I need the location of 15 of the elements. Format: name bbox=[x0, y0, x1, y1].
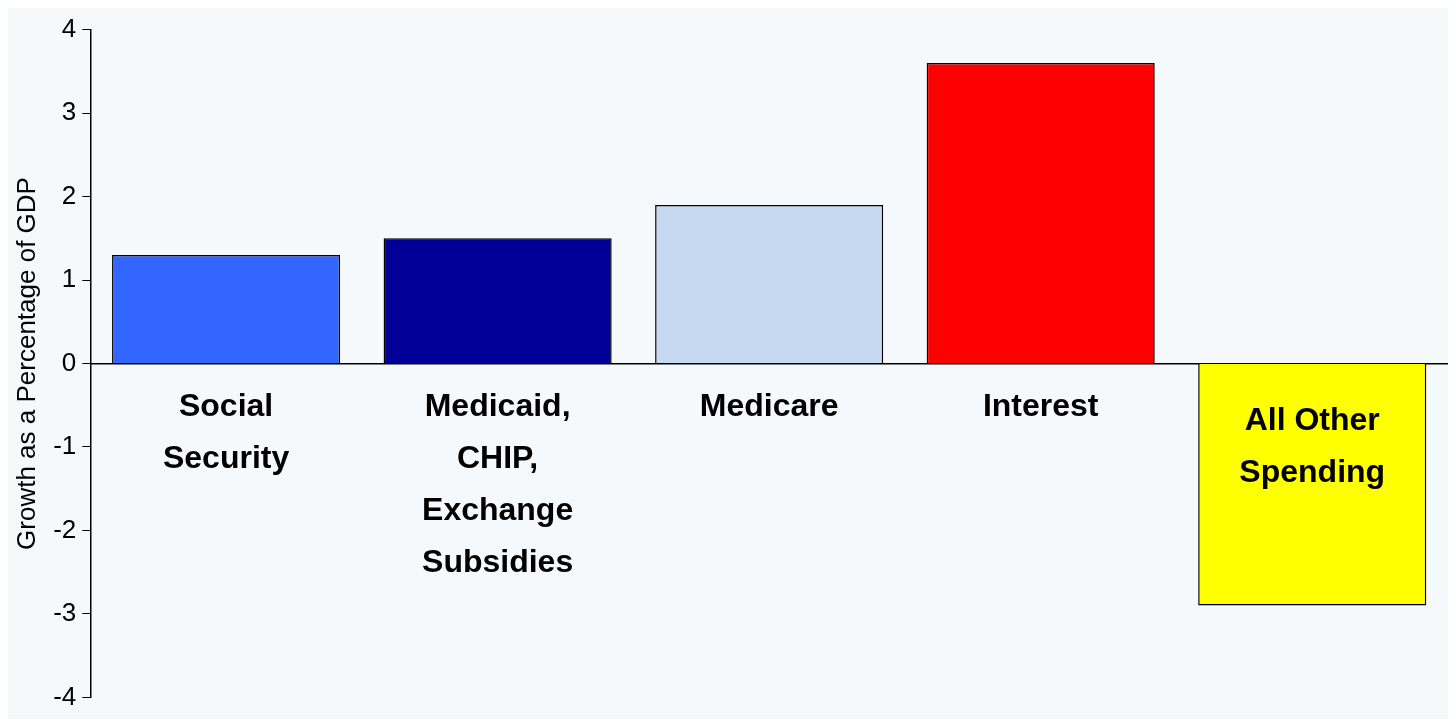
y-tick-label: 3 bbox=[61, 96, 77, 127]
y-tick-label: 2 bbox=[61, 179, 77, 210]
x-tick-label: Social Security bbox=[162, 387, 290, 476]
y-tick-label: 4 bbox=[61, 12, 77, 43]
x-tick-label: Medicaid, CHIP, Exchange Subsidies bbox=[422, 387, 574, 580]
x-tick-label: Medicare bbox=[699, 387, 839, 424]
y-tick-label: 1 bbox=[61, 263, 77, 294]
y-axis-title: Growth as a Percentage of GDP bbox=[10, 177, 41, 550]
y-tick-label: -4 bbox=[53, 680, 77, 711]
y-tick-label: -1 bbox=[53, 430, 77, 461]
x-tick-label: Interest bbox=[982, 387, 1099, 424]
x-tick-label: All Other Spending bbox=[1239, 401, 1386, 490]
y-tick-label: -3 bbox=[53, 597, 77, 628]
y-tick-label: 0 bbox=[61, 346, 77, 377]
y-tick-label: -2 bbox=[53, 513, 77, 544]
